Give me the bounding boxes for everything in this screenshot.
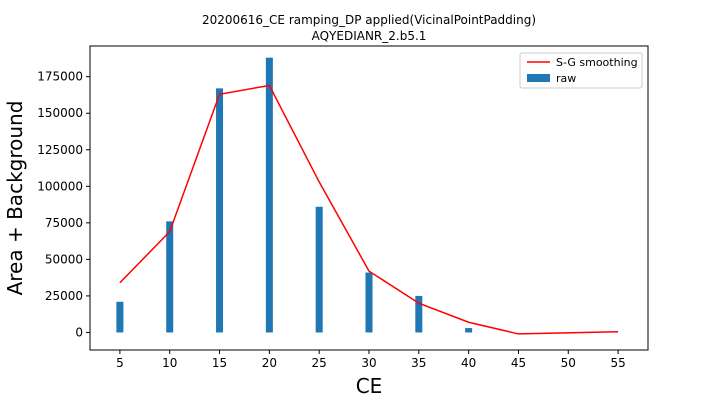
x-tick-label: 10 — [162, 356, 177, 370]
line-smoothing — [119, 84, 619, 335]
legend-frame — [519, 52, 643, 89]
legend: S-G smoothing raw — [519, 52, 643, 89]
x-tick-label: 30 — [361, 356, 376, 370]
bar-raw — [365, 272, 373, 333]
y-tick-label: 0 — [75, 325, 83, 339]
x-tick-label: 50 — [561, 356, 576, 370]
chart-title-line2: AQYEDIANR_2.b5.1 — [312, 29, 427, 43]
legend-label-raw: raw — [556, 72, 576, 85]
x-axis-label: CE — [356, 374, 383, 398]
bar-raw — [116, 301, 124, 333]
line-group — [119, 84, 619, 335]
x-tick-label: 5 — [116, 356, 124, 370]
x-tick-label: 45 — [511, 356, 526, 370]
y-axis: 0 25000 50000 75000 100000 125000 150000 175000 — [37, 70, 90, 339]
x-axis: 5 10 15 20 25 30 35 40 45 50 55 — [116, 350, 626, 370]
x-tick-label: 15 — [212, 356, 227, 370]
legend-label-smoothing: S-G smoothing — [556, 56, 638, 69]
bar-raw — [415, 295, 423, 333]
x-tick-label: 35 — [411, 356, 426, 370]
y-tick-label: 25000 — [45, 289, 83, 303]
x-tick-label: 25 — [312, 356, 327, 370]
y-tick-label: 175000 — [37, 70, 83, 84]
y-tick-label: 100000 — [37, 179, 83, 193]
chart-title-line1: 20200616_CE ramping_DP applied(VicinalPo… — [202, 13, 536, 27]
bar-raw — [315, 206, 323, 333]
y-tick-label: 75000 — [45, 216, 83, 230]
bar-raw — [216, 88, 224, 333]
bar-raw — [465, 328, 473, 333]
y-tick-label: 125000 — [37, 143, 83, 157]
y-tick-label: 50000 — [45, 252, 83, 266]
x-tick-label: 55 — [610, 356, 625, 370]
bar-raw — [265, 57, 273, 333]
y-axis-label: Area + Background — [3, 101, 27, 296]
legend-bar-swatch — [527, 74, 550, 82]
x-tick-label: 20 — [262, 356, 277, 370]
x-tick-label: 40 — [461, 356, 476, 370]
bar-raw — [166, 221, 174, 333]
y-tick-label: 150000 — [37, 106, 83, 120]
bar-group — [116, 57, 473, 333]
